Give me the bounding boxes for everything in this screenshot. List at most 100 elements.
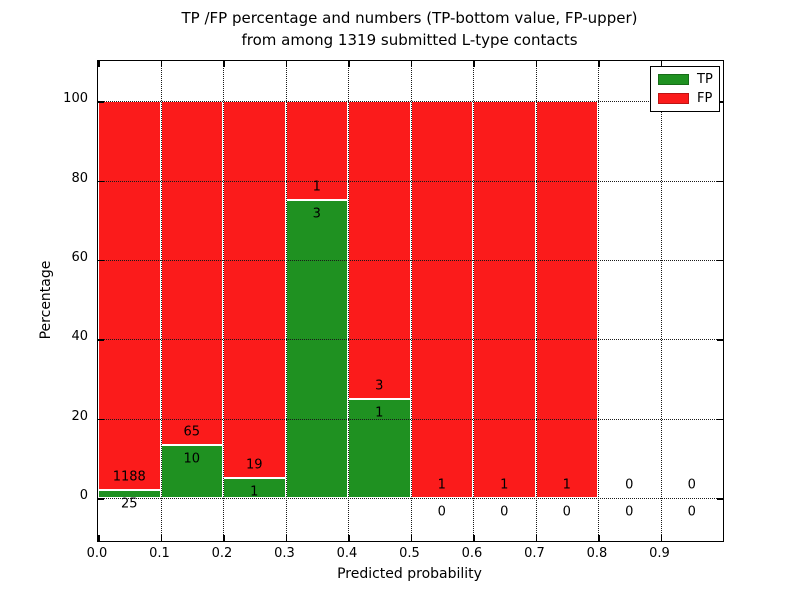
bar-fp xyxy=(535,101,598,499)
bar-fp xyxy=(348,101,411,399)
bar-fp xyxy=(223,101,286,479)
bar-fp xyxy=(160,101,223,446)
tp-count-label: 0 xyxy=(437,504,446,520)
x-tick-label: 0.9 xyxy=(649,546,670,561)
y-tick xyxy=(98,339,104,341)
x-tick-label: 0.6 xyxy=(461,546,483,561)
bar-fp xyxy=(98,101,161,490)
x-tick-label: 0.3 xyxy=(274,546,295,561)
y-tick-right xyxy=(717,498,723,500)
y-tick-right xyxy=(717,418,723,421)
x-tick-top xyxy=(223,61,225,67)
y-tick xyxy=(98,498,104,500)
bar-fp xyxy=(285,101,348,201)
x-tick-top xyxy=(410,61,412,67)
fp-swatch xyxy=(658,92,689,104)
fp-count-label: 1 xyxy=(562,477,571,493)
x-tick xyxy=(285,535,287,541)
x-gridline xyxy=(410,61,412,541)
x-tick-top xyxy=(348,61,350,67)
y-tick-right xyxy=(717,259,723,262)
tp-count-label: 10 xyxy=(183,451,201,467)
y-tick xyxy=(98,259,104,262)
y-axis-label: Percentage xyxy=(38,260,54,340)
x-gridline xyxy=(598,61,599,541)
x-tick xyxy=(410,535,412,541)
x-tick xyxy=(660,535,662,541)
x-gridline xyxy=(160,61,162,541)
y-tick-label: 100 xyxy=(63,91,88,107)
bar-tp xyxy=(160,445,223,499)
y-tick-label: 60 xyxy=(71,249,88,265)
chart-title: TP /FP percentage and numbers (TP-bottom… xyxy=(97,7,722,51)
bar-fp xyxy=(473,101,536,499)
legend-entry-tp: TP xyxy=(651,72,719,87)
bar-tp xyxy=(98,489,161,499)
x-tick-top xyxy=(285,61,287,67)
tp-count-label: 1 xyxy=(375,405,384,421)
x-gridline xyxy=(223,61,224,541)
tp-count-label: 1 xyxy=(250,484,259,500)
x-gridline xyxy=(473,61,474,541)
bar-tp xyxy=(285,200,348,499)
tp-count-label: 0 xyxy=(562,504,571,520)
x-tick xyxy=(535,535,537,541)
tp-count-label: 0 xyxy=(687,504,696,520)
x-tick-top xyxy=(98,61,100,67)
y-tick-label: 40 xyxy=(71,329,88,345)
y-tick xyxy=(98,180,104,182)
fp-count-label: 19 xyxy=(245,457,263,473)
tp-swatch xyxy=(658,74,689,86)
x-tick xyxy=(348,535,350,541)
y-tick-right xyxy=(717,101,723,103)
x-tick-top xyxy=(160,61,162,67)
legend: TP FP xyxy=(650,66,720,112)
fp-count-label: 1188 xyxy=(112,469,146,485)
y-tick-label: 80 xyxy=(71,170,88,186)
x-tick xyxy=(223,535,225,541)
y-tick-right xyxy=(717,180,723,182)
x-tick-top xyxy=(535,61,537,67)
x-tick-top xyxy=(660,61,662,67)
fp-count-label: 1 xyxy=(500,477,509,493)
x-tick-label: 0.8 xyxy=(586,546,608,561)
x-tick xyxy=(160,535,162,541)
x-axis-label: Predicted probability xyxy=(337,566,482,582)
fp-legend-label: FP xyxy=(697,90,713,106)
x-tick-label: 0.4 xyxy=(336,546,358,561)
x-tick xyxy=(98,535,100,541)
x-tick xyxy=(598,535,600,541)
fp-count-label: 3 xyxy=(375,378,384,394)
fp-count-label: 0 xyxy=(687,477,696,493)
legend-entry-fp: FP xyxy=(651,91,719,106)
fp-count-label: 1 xyxy=(437,477,446,493)
x-gridline xyxy=(660,61,662,541)
x-tick-label: 0.0 xyxy=(86,546,108,561)
x-gridline xyxy=(285,61,287,541)
x-tick-label: 0.5 xyxy=(399,546,420,561)
tp-count-label: 3 xyxy=(312,206,321,222)
y-tick-label: 20 xyxy=(71,408,88,424)
plot-area: TP FP 1188 25 65 10 19 1 1 3 3 1 1 0 1 0 1 0 0 0 0 0 xyxy=(97,60,724,542)
y-tick xyxy=(98,101,104,103)
x-tick-top xyxy=(473,61,475,67)
x-tick-top xyxy=(598,61,600,67)
fp-count-label: 0 xyxy=(625,477,634,493)
y-tick xyxy=(98,418,104,421)
fp-count-label: 65 xyxy=(183,424,201,440)
x-tick-label: 0.1 xyxy=(149,546,170,561)
tp-count-label: 0 xyxy=(500,504,509,520)
tp-legend-label: TP xyxy=(697,72,713,88)
x-gridline xyxy=(535,61,537,541)
y-tick-label: 0 xyxy=(79,488,88,504)
bar-fp xyxy=(410,101,473,499)
x-tick-label: 0.7 xyxy=(524,546,545,561)
chart-title-line1: TP /FP percentage and numbers (TP-bottom… xyxy=(181,9,638,27)
x-tick-label: 0.2 xyxy=(211,546,233,561)
tp-count-label: 0 xyxy=(625,504,634,520)
x-tick xyxy=(473,535,475,541)
x-gridline xyxy=(348,61,349,541)
tp-count-label: 25 xyxy=(120,496,138,512)
fp-count-label: 1 xyxy=(312,179,321,195)
